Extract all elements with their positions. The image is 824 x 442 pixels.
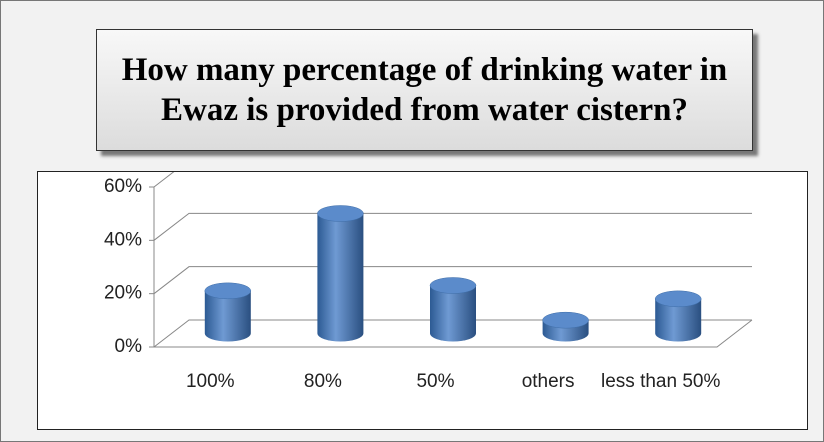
chart-title: How many percentage of drinking water in…: [96, 29, 753, 151]
y-tick-label: 60%: [104, 176, 142, 197]
chart-area: 0% 20% 40% 60% 100% 80% 50% others less than 50…: [37, 171, 808, 430]
x-tick-label: 100%: [185, 371, 235, 392]
y-tick-label: 0%: [115, 336, 143, 357]
bar-top: [542, 311, 589, 329]
bar-top: [429, 277, 477, 294]
bar-top: [204, 282, 252, 300]
grid-line: [153, 212, 752, 241]
chart: 0% 20% 40% 60%: [104, 172, 753, 357]
grid-line: [153, 266, 752, 295]
x-tick-label: 80%: [303, 371, 342, 392]
y-tick-label: 40%: [104, 229, 142, 250]
bar: [430, 285, 476, 342]
bar: [655, 298, 702, 342]
x-tick-label: 50%: [416, 371, 455, 392]
x-tick-label: less than 50%: [601, 371, 721, 392]
bar: [317, 213, 364, 342]
bar-top: [317, 205, 364, 222]
grid-line: [153, 172, 175, 188]
y-tick-label: 20%: [104, 283, 142, 304]
bar: [204, 290, 251, 342]
x-tick-label: others: [521, 371, 575, 392]
bar-top: [654, 290, 702, 308]
